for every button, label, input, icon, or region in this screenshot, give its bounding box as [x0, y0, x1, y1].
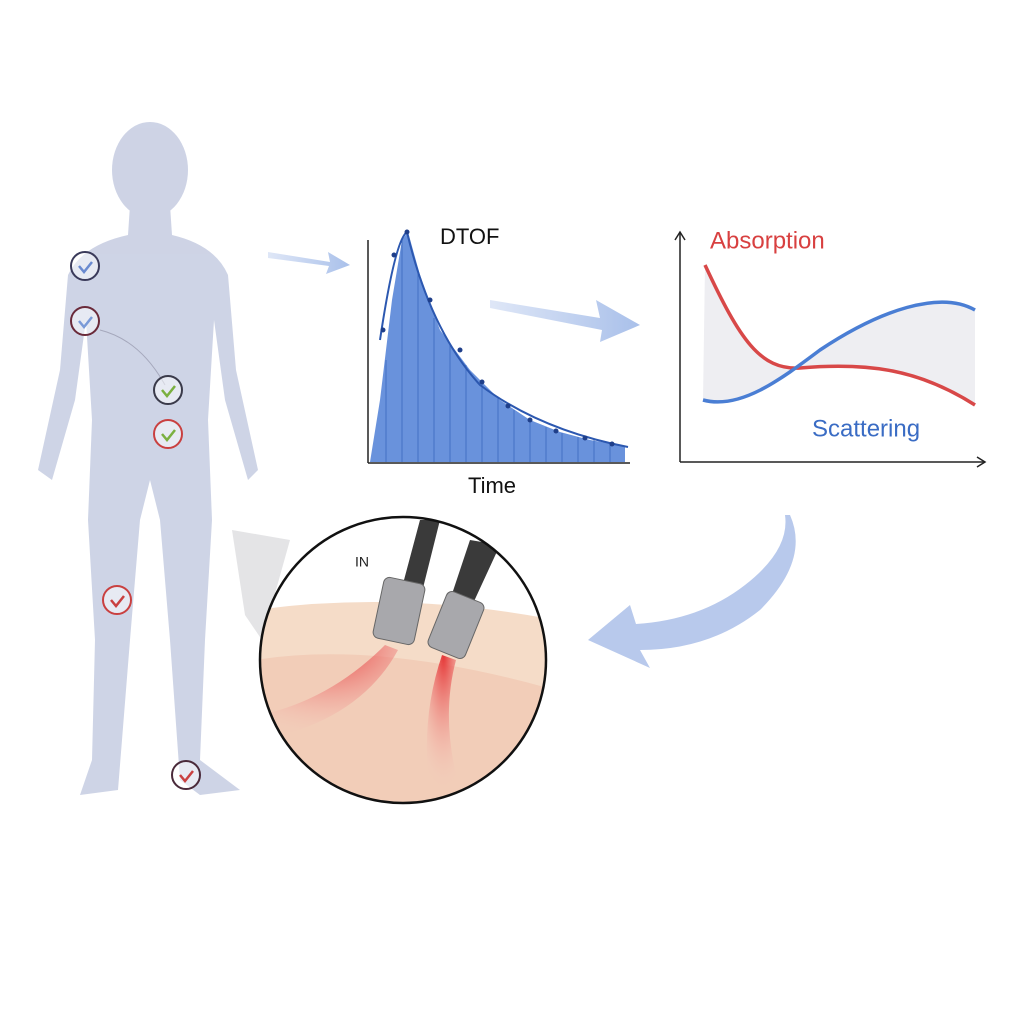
- dtof-chart: DTOF Time: [367, 224, 630, 498]
- markers: [70, 251, 201, 790]
- scattering-label: Scattering: [812, 415, 920, 442]
- checkmarks: [78, 261, 194, 783]
- x-axis-label: Time: [468, 473, 516, 498]
- histogram-bins: [385, 240, 611, 462]
- shaded-area: [703, 265, 975, 405]
- arrow: [268, 252, 350, 274]
- scattering-curve: [702, 300, 976, 404]
- data-points: [380, 229, 615, 447]
- axis-arrow: [674, 230, 686, 241]
- arrow: [588, 515, 796, 668]
- lens-border: [258, 515, 548, 805]
- chart-title: DTOF: [440, 224, 499, 249]
- absorption-curve: [703, 264, 976, 407]
- absorption-label: Absorption: [710, 227, 825, 254]
- arrow: [490, 300, 640, 342]
- axis-arrow: [976, 456, 987, 468]
- properties-chart: Absorption Scattering: [674, 227, 987, 468]
- skin-closeup: [260, 517, 546, 803]
- zoom-cone: [232, 530, 290, 640]
- body-lines: [99, 329, 166, 386]
- human-figure: [38, 122, 258, 795]
- probe-label: IN: [355, 554, 369, 570]
